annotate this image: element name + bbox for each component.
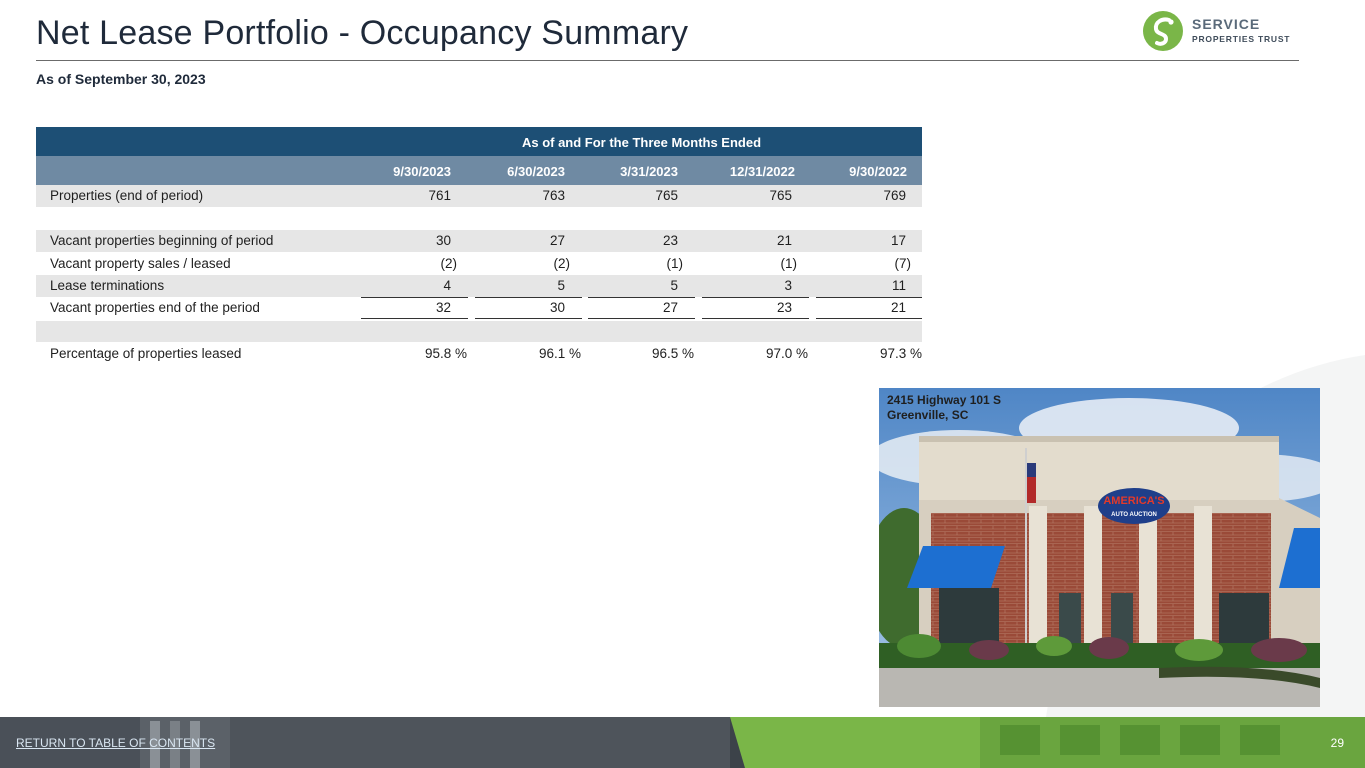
- cell-value: 23: [776, 300, 792, 315]
- property-photo: AMERICA'S AUTO AUCTION 2415 Highway 101 …: [879, 388, 1320, 707]
- row-label: Percentage of properties leased: [50, 346, 242, 361]
- cell-value: (1): [666, 256, 684, 271]
- title-divider: [36, 60, 1299, 61]
- cell-value: 97.3 %: [879, 346, 922, 361]
- cell-value: 763: [542, 188, 565, 203]
- storefront-illustration: AMERICA'S AUTO AUCTION: [879, 388, 1320, 707]
- cell-value: 761: [428, 188, 451, 203]
- cell-value: 5: [557, 278, 565, 293]
- cell-value: 97.0 %: [765, 346, 808, 361]
- cell-value: 96.5 %: [651, 346, 694, 361]
- column-header: 6/30/2023: [507, 164, 565, 179]
- logo-text-properties-trust: PROPERTIES TRUST: [1192, 34, 1291, 44]
- cell-value: 3: [784, 278, 792, 293]
- total-underline: [702, 297, 809, 298]
- company-logo: SERVICE PROPERTIES TRUST: [1142, 10, 1302, 54]
- return-to-toc-link[interactable]: RETURN TO TABLE OF CONTENTS: [16, 736, 216, 750]
- total-underline: [361, 297, 468, 298]
- footer-background: [0, 717, 1365, 768]
- page-title: Net Lease Portfolio - Occupancy Summary: [36, 14, 689, 52]
- table-spacer-row: [36, 321, 922, 342]
- cell-value: 32: [435, 300, 451, 315]
- cell-value: 21: [890, 300, 906, 315]
- photo-caption: 2415 Highway 101 S Greenville, SC: [887, 393, 1001, 423]
- cell-value: 11: [891, 278, 906, 293]
- group-header-label: As of and For the Three Months Ended: [521, 135, 762, 150]
- row-label: Vacant properties beginning of period: [50, 233, 274, 248]
- row-label: Vacant properties end of the period: [50, 300, 260, 315]
- footer-bar: RETURN TO TABLE OF CONTENTS 29: [0, 717, 1365, 768]
- logo-mark-icon: [1143, 11, 1183, 51]
- table-row: Lease terminations 4 5 5 3 11: [36, 275, 922, 297]
- column-header: 3/31/2023: [620, 164, 678, 179]
- column-header: 9/30/2023: [393, 164, 451, 179]
- cell-value: 95.8 %: [424, 346, 467, 361]
- photo-city: Greenville, SC: [887, 408, 969, 422]
- photo-address: 2415 Highway 101 S: [887, 393, 1002, 407]
- column-header: 12/31/2022: [729, 164, 795, 179]
- cell-value: (2): [553, 256, 571, 271]
- table-row: Vacant properties beginning of period 30…: [36, 230, 922, 252]
- cell-value: 5: [670, 278, 678, 293]
- cell-value: 27: [549, 233, 565, 248]
- table-row: Vacant property sales / leased (2) (2) (…: [36, 253, 922, 275]
- row-label: Properties (end of period): [50, 188, 204, 203]
- cell-value: 30: [549, 300, 565, 315]
- table-group-header: As of and For the Three Months Ended: [36, 127, 922, 156]
- cell-value: 769: [883, 188, 906, 203]
- cell-value: (7): [894, 256, 912, 271]
- store-sign-text: AMERICA'S: [1103, 495, 1164, 507]
- table-row: Vacant properties end of the period 32 3…: [36, 297, 922, 319]
- page-number: 29: [1330, 736, 1344, 750]
- cell-value: 23: [662, 233, 678, 248]
- column-header: 9/30/2022: [849, 164, 907, 179]
- cell-value: (1): [780, 256, 798, 271]
- cell-value: 765: [769, 188, 792, 203]
- cell-value: 21: [776, 233, 792, 248]
- page-subtitle: As of September 30, 2023: [36, 71, 206, 87]
- cell-value: 30: [435, 233, 451, 248]
- logo-text-service: SERVICE: [1192, 16, 1261, 32]
- cell-value: 27: [662, 300, 678, 315]
- total-underline: [588, 297, 695, 298]
- cell-value: 96.1 %: [538, 346, 581, 361]
- table-row: Properties (end of period) 761 763 765 7…: [36, 185, 922, 207]
- table-row: Percentage of properties leased 95.8 % 9…: [36, 343, 922, 365]
- cell-value: 4: [443, 278, 451, 293]
- cell-value: 17: [890, 233, 906, 248]
- total-underline: [475, 297, 582, 298]
- total-underline: [816, 297, 922, 298]
- row-label: Vacant property sales / leased: [50, 256, 231, 271]
- table-column-header-row: 9/30/2023 6/30/2023 3/31/2023 12/31/2022…: [36, 156, 922, 185]
- row-label: Lease terminations: [50, 278, 165, 293]
- cell-value: (2): [440, 256, 458, 271]
- cell-value: 765: [655, 188, 678, 203]
- store-sign-subtext: AUTO AUCTION: [1111, 512, 1157, 518]
